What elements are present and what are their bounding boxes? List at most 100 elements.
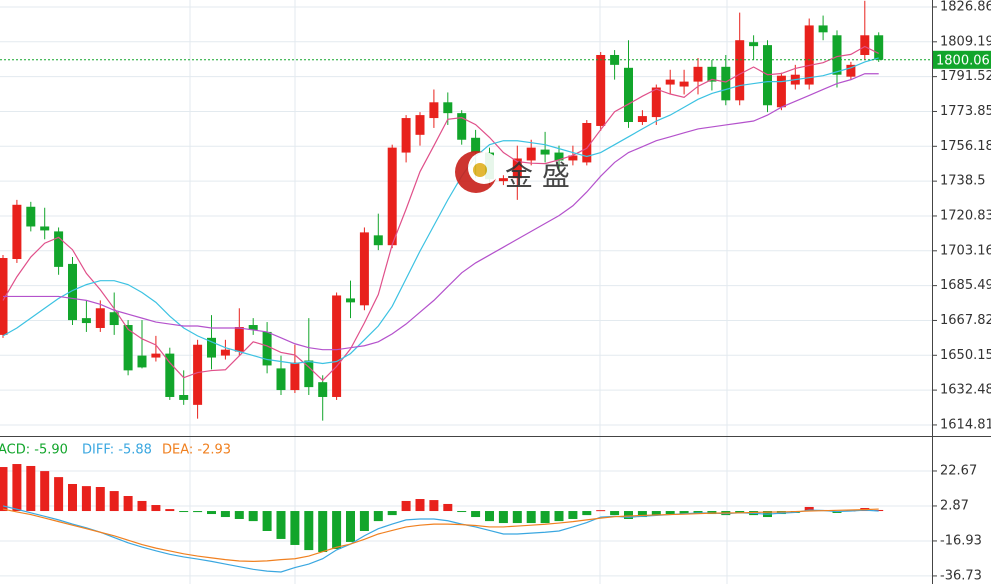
candle-body: [262, 331, 272, 366]
macd-bar: [429, 500, 439, 512]
candle-body: [832, 35, 842, 75]
macd-bar: [151, 505, 161, 512]
y-tick-label: 1738.5: [940, 174, 986, 189]
candle-body: [54, 231, 64, 267]
candle-body: [651, 87, 661, 118]
y-tick-label: 1614.81: [940, 417, 991, 432]
macd-bar: [179, 511, 189, 513]
candle-body: [207, 337, 216, 358]
candle-body: [220, 349, 230, 356]
y-tick-label: 1703.16: [940, 243, 991, 258]
candle-body: [387, 147, 397, 246]
macd-bar: [596, 510, 606, 512]
candle-body: [624, 67, 633, 123]
candle-body: [95, 308, 105, 328]
diff-line: [2, 505, 879, 573]
macd-bar: [512, 511, 522, 524]
candle-body: [40, 226, 50, 231]
macd-bar: [346, 511, 355, 542]
candle-body: [193, 344, 203, 405]
macd-bar: [624, 511, 633, 519]
logo-dot: [473, 163, 487, 177]
candle-body: [26, 206, 36, 227]
candle-body: [749, 42, 759, 47]
macd-bar: [776, 511, 786, 515]
candle-body: [874, 35, 884, 60]
candle-body: [68, 263, 77, 321]
y-tick-label: 1756.18: [940, 139, 991, 154]
candle-body: [707, 66, 717, 82]
last-price-label: 1800.06: [936, 53, 990, 68]
macd-bar: [568, 511, 578, 519]
candle-body: [540, 149, 550, 155]
macd-bar: [401, 500, 411, 512]
candle-body: [637, 116, 647, 123]
y-tick-label: 1685.49: [940, 278, 991, 293]
moving-average: [2, 45, 879, 382]
macd-bar: [12, 464, 22, 512]
macd-bar: [332, 511, 342, 550]
macd-bar: [262, 511, 272, 531]
macd-bar: [457, 511, 467, 513]
candle-body: [234, 327, 244, 352]
macd-bar: [693, 511, 703, 513]
y-tick-label: 1826.86: [940, 0, 991, 14]
candle-body: [721, 66, 731, 101]
y-tick-label: 1720.83: [940, 208, 991, 223]
candle-body: [679, 81, 689, 87]
candle-body: [443, 102, 453, 114]
macd-bar: [207, 511, 216, 515]
macd-bar: [359, 511, 369, 531]
macd-bar: [95, 487, 105, 512]
y-tick-label: 2.87: [940, 498, 969, 513]
candle-body: [359, 232, 369, 306]
candle-body: [81, 318, 91, 324]
macd-bar: [137, 500, 147, 512]
moving-average: [2, 57, 879, 365]
moving-average: [3, 73, 879, 351]
watermark: 金 盛: [455, 151, 570, 193]
candle-body: [846, 64, 856, 77]
candle-body: [498, 178, 508, 182]
macd-bar: [109, 491, 119, 512]
candle-body: [165, 353, 175, 397]
candle-body: [582, 122, 592, 163]
candle-body: [137, 355, 147, 368]
macd-bar: [471, 511, 481, 518]
macd-bar: [26, 465, 36, 512]
candle-body: [804, 25, 814, 85]
candle-body: [429, 102, 439, 119]
macd-bar: [443, 503, 453, 512]
macd-bar: [304, 511, 314, 551]
candle-body: [332, 295, 342, 397]
y-tick-label: 1650.15: [940, 348, 991, 363]
macd-bar: [193, 511, 203, 513]
candle-body: [304, 360, 314, 388]
y-tick-label: 1791.52: [940, 69, 991, 84]
macd-bar: [40, 471, 50, 512]
macd-bar: [290, 511, 300, 545]
macd-bar: [68, 483, 77, 512]
candle-body: [276, 368, 286, 391]
candle-body: [109, 312, 119, 326]
macd-bar: [554, 511, 564, 522]
macd-bar: [651, 511, 661, 516]
macd-bar: [637, 511, 647, 518]
macd-bar: [735, 511, 745, 513]
candle-body: [554, 152, 564, 161]
candle-body: [401, 118, 411, 153]
vertical-grid: [0, 0, 932, 584]
candle-body: [818, 25, 828, 33]
candle-body: [693, 66, 703, 82]
macd-bar: [220, 511, 230, 518]
candle-body: [471, 137, 481, 153]
candle-body: [346, 298, 355, 303]
candle-body: [568, 155, 578, 161]
candle-body: [735, 40, 745, 101]
candle-body: [318, 382, 328, 397]
macd-bar: [234, 511, 244, 519]
y-tick-label: 1632.48: [940, 383, 991, 398]
candle-body: [512, 158, 522, 179]
y-tick-label: -36.73: [940, 568, 982, 583]
macd-label: ACD: -5.90: [0, 443, 68, 458]
